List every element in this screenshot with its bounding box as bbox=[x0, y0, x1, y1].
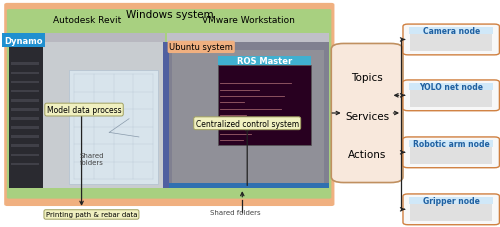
Bar bbox=[12, 154, 38, 157]
Text: Autodesk Revit: Autodesk Revit bbox=[52, 16, 121, 25]
Bar bbox=[410, 141, 493, 147]
FancyBboxPatch shape bbox=[403, 194, 500, 225]
Text: Centralized control system: Centralized control system bbox=[196, 119, 299, 128]
Text: Model data process: Model data process bbox=[46, 106, 122, 115]
Text: Shared
folders: Shared folders bbox=[79, 152, 104, 165]
Bar bbox=[12, 163, 38, 166]
Bar bbox=[12, 109, 38, 111]
Bar bbox=[12, 81, 38, 84]
Text: ROS Master: ROS Master bbox=[237, 57, 292, 66]
Text: Topics: Topics bbox=[352, 73, 383, 83]
Bar bbox=[410, 197, 493, 204]
Bar bbox=[69, 70, 158, 184]
Bar bbox=[9, 34, 164, 43]
Text: YOLO net node: YOLO net node bbox=[419, 82, 483, 91]
Bar bbox=[410, 148, 492, 165]
Bar bbox=[9, 43, 164, 44]
Bar bbox=[218, 66, 312, 145]
Text: Robotic arm node: Robotic arm node bbox=[413, 139, 490, 148]
FancyBboxPatch shape bbox=[403, 25, 500, 56]
FancyBboxPatch shape bbox=[5, 5, 334, 205]
FancyBboxPatch shape bbox=[8, 11, 166, 198]
Text: Printing path & rebar data: Printing path & rebar data bbox=[46, 212, 137, 217]
Text: VMware Workstation: VMware Workstation bbox=[202, 16, 294, 25]
Bar bbox=[12, 90, 38, 93]
Bar bbox=[410, 28, 493, 35]
Text: Gripper node: Gripper node bbox=[423, 196, 480, 205]
Bar bbox=[167, 183, 330, 188]
Bar bbox=[163, 43, 169, 188]
Text: Dynamo: Dynamo bbox=[4, 36, 43, 45]
Bar bbox=[218, 57, 312, 66]
Text: Ubuntu system: Ubuntu system bbox=[170, 43, 233, 52]
Bar bbox=[12, 63, 38, 66]
Bar bbox=[410, 204, 492, 221]
Bar bbox=[172, 51, 324, 183]
Bar bbox=[12, 99, 38, 102]
Bar bbox=[410, 35, 492, 52]
Bar bbox=[44, 43, 164, 188]
Text: Camera node: Camera node bbox=[422, 27, 480, 36]
FancyBboxPatch shape bbox=[332, 44, 403, 183]
Bar bbox=[12, 118, 38, 120]
Bar bbox=[167, 34, 330, 43]
Text: Services: Services bbox=[345, 111, 389, 121]
Text: Windows system: Windows system bbox=[126, 10, 213, 20]
Bar bbox=[410, 84, 493, 90]
FancyBboxPatch shape bbox=[403, 137, 500, 168]
Bar bbox=[167, 43, 330, 188]
Bar bbox=[12, 136, 38, 138]
Bar bbox=[12, 145, 38, 148]
Bar bbox=[9, 43, 43, 188]
Bar bbox=[12, 72, 38, 75]
Text: Shared folders: Shared folders bbox=[210, 209, 260, 215]
Bar bbox=[410, 91, 492, 108]
FancyBboxPatch shape bbox=[403, 81, 500, 111]
Bar bbox=[12, 127, 38, 129]
FancyBboxPatch shape bbox=[166, 11, 331, 198]
Text: Actions: Actions bbox=[348, 149, 387, 159]
